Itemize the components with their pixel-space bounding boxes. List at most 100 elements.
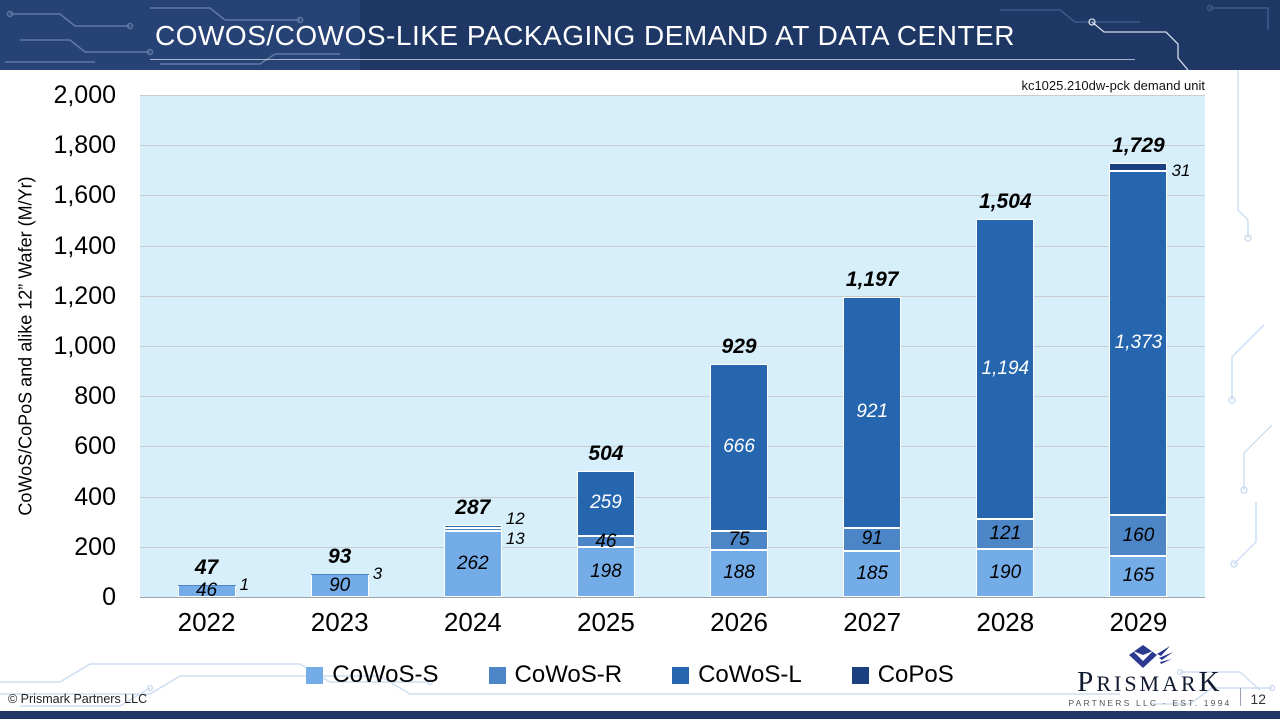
y-tick-label: 1,400 xyxy=(53,231,116,260)
bar-segment xyxy=(710,363,769,531)
x-tick-label: 2027 xyxy=(843,607,902,637)
gridline xyxy=(140,195,1205,197)
x-tick-label: 2025 xyxy=(577,607,635,637)
logo-subtitle: PARTNERS LLC · EST. 1994 xyxy=(1068,698,1232,708)
legend-swatch xyxy=(672,666,690,684)
bar-callout: 12 13 xyxy=(505,508,525,548)
x-tick-label: 2023 xyxy=(310,607,369,637)
segment-label: 185 xyxy=(856,562,889,584)
bar-total-label: 287 xyxy=(455,495,491,519)
circuit-pattern-header xyxy=(0,0,1269,70)
bar-segment xyxy=(710,549,769,597)
chart-note: kc1025.210dw-pck demand unit xyxy=(1021,78,1205,93)
y-tick-label: 1,600 xyxy=(53,181,116,210)
legend-label: CoPoS xyxy=(877,661,954,688)
x-axis-line xyxy=(140,597,1205,598)
bar-segment xyxy=(310,574,369,597)
footer-copyright: © Prismark Partners LLC xyxy=(8,692,148,706)
bar-callout: 3 xyxy=(372,563,383,583)
bar-segment xyxy=(843,296,902,528)
segment-label: 46 xyxy=(195,580,218,602)
legend-item-cowos-l: CoWoS-L xyxy=(672,661,802,689)
bar-segment xyxy=(976,549,1035,597)
page-number: 12 xyxy=(1250,691,1266,707)
segment-label: 259 xyxy=(590,492,622,514)
segment-label: 198 xyxy=(590,561,622,583)
y-tick-label: 1,800 xyxy=(53,131,116,160)
segment-label: 46 xyxy=(595,530,617,552)
segment-label: 160 xyxy=(1122,524,1155,546)
legend-item-cowos-s: CoWoS-S xyxy=(306,661,439,689)
y-tick-label: 800 xyxy=(74,382,116,411)
legend-label: CoWoS-S xyxy=(332,661,439,688)
gridline xyxy=(140,95,1205,96)
y-tick-label: 600 xyxy=(74,432,116,461)
bar-segment xyxy=(976,219,1035,519)
segment-label: 121 xyxy=(989,523,1022,545)
y-tick-label: 0 xyxy=(102,583,116,611)
gridline xyxy=(140,446,1205,448)
bar-segment xyxy=(177,585,236,597)
gridline xyxy=(140,546,1205,548)
bar-segment xyxy=(1109,515,1168,556)
legend-label: CoWoS-R xyxy=(514,661,623,688)
gridline xyxy=(140,346,1205,347)
x-tick-label: 2022 xyxy=(177,607,236,637)
legend-item-copos: CoPoS xyxy=(851,661,954,689)
segment-label: 190 xyxy=(989,562,1022,584)
bar-total-label: 929 xyxy=(721,334,757,358)
segment-label: 1,373 xyxy=(1114,332,1163,354)
bar-total-label: 1,729 xyxy=(1112,134,1165,158)
legend-swatch xyxy=(851,666,869,684)
title-underline xyxy=(150,59,1135,60)
logo-core: PRISMARK PARTNERS LLC · EST. 1994 xyxy=(1068,645,1231,708)
page-title: COWOS/COWOS-LIKE PACKAGING DEMAND AT DAT… xyxy=(155,20,1015,51)
segment-label: 91 xyxy=(861,528,883,550)
gridline xyxy=(140,396,1205,398)
gridline xyxy=(140,295,1205,297)
bar-total-label: 1,504 xyxy=(979,190,1032,214)
bar-total-label: 47 xyxy=(194,556,219,580)
y-tick-label: 1,000 xyxy=(53,332,116,360)
bar-total-label: 504 xyxy=(588,441,624,465)
bar-segment xyxy=(576,535,635,548)
y-tick-label: 400 xyxy=(74,482,116,511)
x-tick-label: 2029 xyxy=(1109,607,1168,637)
legend-item-cowos-r: CoWoS-R xyxy=(488,661,623,689)
y-tick-label: 1,200 xyxy=(53,281,116,310)
bar-segment xyxy=(1109,163,1168,171)
bar-segment xyxy=(1109,170,1168,516)
plot-area: 46 47 90 93 262 287 198 46 259 504 188 75 666 929 185 9… xyxy=(140,95,1205,601)
gridline xyxy=(140,145,1205,147)
y-tick-label: 2,000 xyxy=(53,81,116,109)
y-axis-title: CoWoS/CoPoS and alike 12” Wafer (M/Yr) xyxy=(15,176,36,516)
segment-label: 262 xyxy=(456,553,489,575)
bar-total-label: 93 xyxy=(328,544,352,568)
prism-diamond-icon xyxy=(1128,645,1173,668)
x-tick-label: 2028 xyxy=(976,607,1035,637)
bar-segment xyxy=(843,527,902,551)
bar-total-label: 1,197 xyxy=(845,267,899,291)
gridline xyxy=(140,245,1205,247)
bar-callout: 31 xyxy=(1171,161,1191,181)
segment-label: 921 xyxy=(856,401,889,423)
bar-segment xyxy=(443,524,502,528)
legend-swatch xyxy=(306,666,324,684)
x-tick-label: 2024 xyxy=(443,607,502,637)
segment-label: 165 xyxy=(1122,565,1155,587)
bar-segment xyxy=(443,528,502,532)
segment-label: 188 xyxy=(723,562,755,584)
bar-segment xyxy=(576,470,635,536)
segment-label: 75 xyxy=(728,529,750,551)
legend-swatch xyxy=(488,666,506,684)
bar-segment xyxy=(1109,555,1168,597)
bar-segment xyxy=(310,573,369,575)
slide-header xyxy=(0,0,1280,70)
bar-segment xyxy=(710,531,769,550)
bar-segment xyxy=(843,550,902,597)
page-number-divider xyxy=(1240,688,1242,706)
x-tick-label: 2026 xyxy=(710,607,768,637)
y-tick-label: 200 xyxy=(74,532,116,561)
bottom-accent-bar xyxy=(0,711,1280,719)
